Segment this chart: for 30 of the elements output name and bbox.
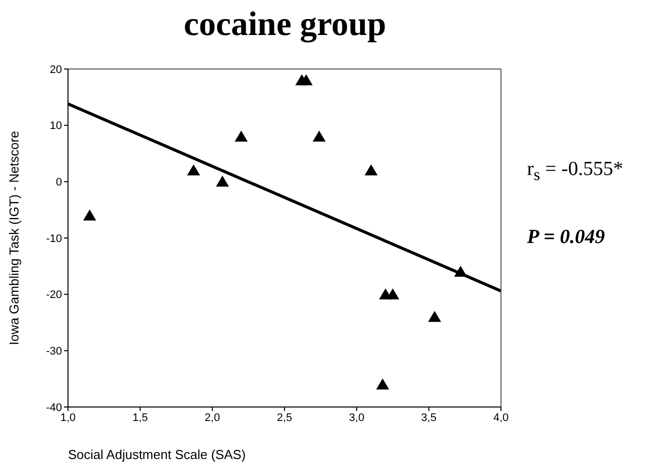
point xyxy=(386,288,400,300)
chart-title: cocaine group xyxy=(182,6,388,44)
x-tick-label: 3,5 xyxy=(421,412,436,424)
point xyxy=(364,164,378,176)
y-tick-label: -40 xyxy=(46,402,62,414)
point xyxy=(428,310,442,322)
point xyxy=(83,209,96,220)
text: P = 0.049 xyxy=(527,226,605,249)
point xyxy=(454,266,468,277)
text: r$_{s}$ = -0.555* xyxy=(527,158,624,185)
y-tick-label: -30 xyxy=(46,346,62,358)
y-tick-label: 10 xyxy=(50,120,62,132)
x-tick-label: 1,0 xyxy=(60,412,76,424)
x-axis-title: Social Adjustment Scale (SAS) xyxy=(68,447,246,462)
x-tick-label: 3,0 xyxy=(349,412,364,424)
y-tick-label: -10 xyxy=(46,232,62,245)
point xyxy=(300,74,313,86)
y-tick-label: -20 xyxy=(46,289,62,302)
point xyxy=(187,164,200,176)
y-axis-title: Iowa Gambling Task (IGT) - Netscore xyxy=(6,130,22,346)
x-tick-label: 2,5 xyxy=(276,412,292,424)
x-tick-label: 4,0 xyxy=(493,412,509,424)
y-tick-label: 20 xyxy=(50,64,62,76)
point xyxy=(376,378,390,390)
point xyxy=(216,176,229,187)
y-tick-label: 0 xyxy=(56,176,62,189)
x-tick-label: 2,0 xyxy=(204,412,220,424)
point xyxy=(234,130,248,142)
point xyxy=(312,130,326,142)
x-tick-label: 1,5 xyxy=(132,412,148,424)
